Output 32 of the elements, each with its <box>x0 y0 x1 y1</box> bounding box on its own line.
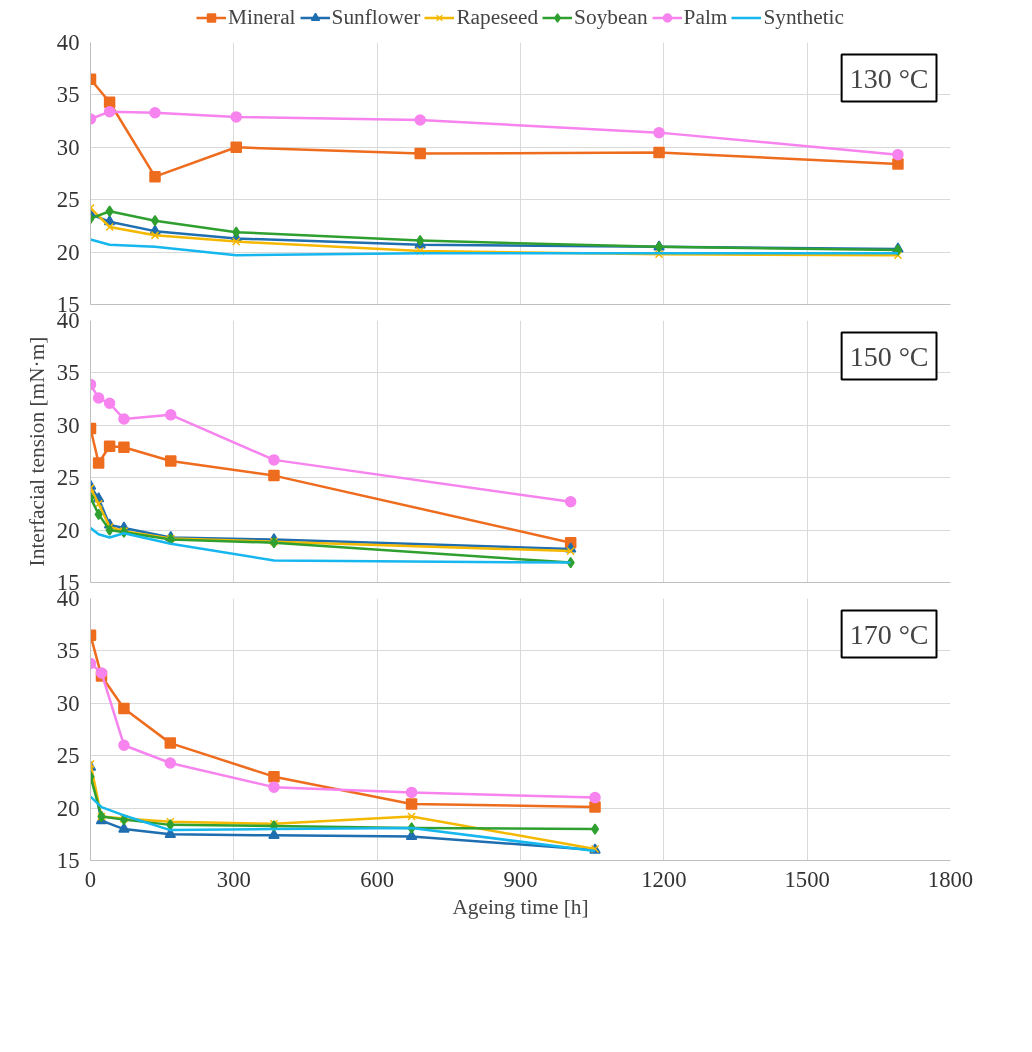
x-tick-label: 1500 <box>784 866 830 892</box>
y-tick-label: 20 <box>56 795 80 821</box>
legend-label: Sunflower <box>331 4 421 30</box>
annotation: 130 °C <box>849 62 929 94</box>
x-tick-label: 1800 <box>927 866 974 892</box>
y-tick-label: 30 <box>56 690 80 716</box>
y-tick-label: 20 <box>56 239 80 265</box>
y-tick-label: 20 <box>56 517 80 543</box>
y-axis-title: Interfacial tension [mN·m] <box>24 336 49 567</box>
y-tick-label: 15 <box>56 848 80 873</box>
y-tick-label: 40 <box>56 30 80 55</box>
x-axis-title: Ageing time [h] <box>452 894 589 919</box>
y-tick-label: 35 <box>56 360 80 386</box>
legend-label: Rapeseed <box>456 4 539 30</box>
y-tick-label: 25 <box>56 187 80 213</box>
y-tick-label: 30 <box>56 412 80 438</box>
x-tick-label: 300 <box>216 866 251 892</box>
x-tick-label: 1200 <box>641 866 687 892</box>
annotation: 170 °C <box>849 618 929 650</box>
legend-label: Soybean <box>574 4 648 30</box>
legend-label: Mineral <box>228 4 296 30</box>
y-tick-label: 25 <box>56 465 80 491</box>
legend-label: Palm <box>683 4 728 30</box>
x-tick-label: 600 <box>360 866 395 892</box>
y-tick-label: 35 <box>56 82 80 108</box>
y-tick-label: 25 <box>56 743 80 769</box>
annotation: 150 °C <box>849 340 929 372</box>
y-tick-label: 35 <box>56 638 80 664</box>
x-tick-label: 0 <box>84 866 97 892</box>
legend-label: Synthetic <box>763 4 844 30</box>
x-tick-label: 900 <box>503 866 538 892</box>
y-tick-label: 30 <box>56 134 80 160</box>
